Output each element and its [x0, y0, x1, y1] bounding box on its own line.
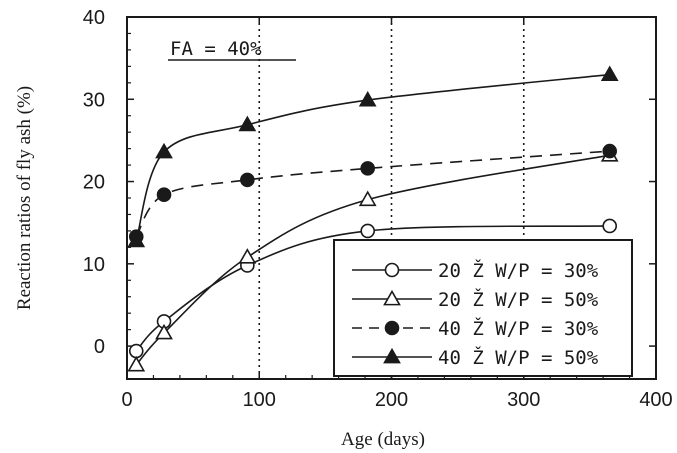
series-0-point-4	[602, 218, 618, 234]
series-3	[127, 65, 619, 248]
series-2	[128, 143, 618, 244]
series-1-point-0	[127, 355, 146, 372]
series-0	[128, 218, 618, 359]
annotation-group: FA = 40%	[168, 38, 296, 61]
legend-marker-2	[384, 320, 400, 336]
y-tick-label-10: 10	[83, 254, 105, 276]
series-3-point-1	[155, 142, 173, 159]
legend-marker-0	[384, 262, 400, 278]
y-tick-label-0: 0	[94, 336, 105, 358]
series-3-point-4	[600, 65, 619, 82]
series-group	[127, 65, 619, 372]
x-tick-label-300: 300	[507, 389, 540, 411]
legend-label-3: 40 Ž W/P = 50%	[438, 346, 599, 369]
legend-box	[333, 239, 633, 377]
series-2-point-3	[360, 161, 375, 176]
series-1-point-3	[358, 190, 377, 207]
legend-label-2: 40 Ž W/P = 30%	[438, 317, 599, 340]
series-2-point-4	[602, 143, 618, 159]
y-tick-label-30: 30	[83, 89, 105, 111]
legend-entries: 20 Ž W/P = 30% 20 Ž W/P = 50% 40 Ž W/P = 3…	[352, 259, 599, 369]
series-0-point-0	[128, 343, 144, 359]
legend-label-1: 20 Ž W/P = 50%	[438, 288, 599, 311]
legend-label-0: 20 Ž W/P = 30%	[438, 259, 599, 282]
series-0-point-3	[360, 223, 375, 239]
series-3-point-0	[127, 231, 146, 248]
legend-marker-1	[383, 289, 401, 306]
axis-ticks: 0 100 200 300 400 0 10 20 30 40	[83, 7, 673, 411]
x-axis-title: Age (days)	[341, 429, 425, 450]
x-tick-label-0: 0	[121, 389, 132, 411]
legend-marker-3	[383, 347, 401, 364]
x-tick-label-200: 200	[375, 389, 408, 411]
series-line-3	[135, 73, 610, 242]
y-axis-title: Reaction ratios of fly ash (%)	[14, 86, 35, 310]
series-3-point-3	[358, 90, 377, 107]
series-1-point-2	[238, 248, 257, 264]
legend: 20 Ž W/P = 30% 20 Ž W/P = 50% 40 Ž W/P = 3…	[333, 239, 633, 377]
series-1-point-1	[155, 323, 173, 340]
annotation-fa: FA = 40%	[170, 38, 262, 60]
series-2-point-1	[156, 187, 172, 203]
series-3-point-2	[238, 115, 257, 132]
y-tick-label-40: 40	[83, 7, 105, 29]
y-tick-label-20: 20	[83, 172, 105, 194]
x-tick-label-100: 100	[243, 389, 276, 411]
x-tick-label-400: 400	[639, 389, 672, 411]
series-2-point-2	[240, 172, 255, 188]
